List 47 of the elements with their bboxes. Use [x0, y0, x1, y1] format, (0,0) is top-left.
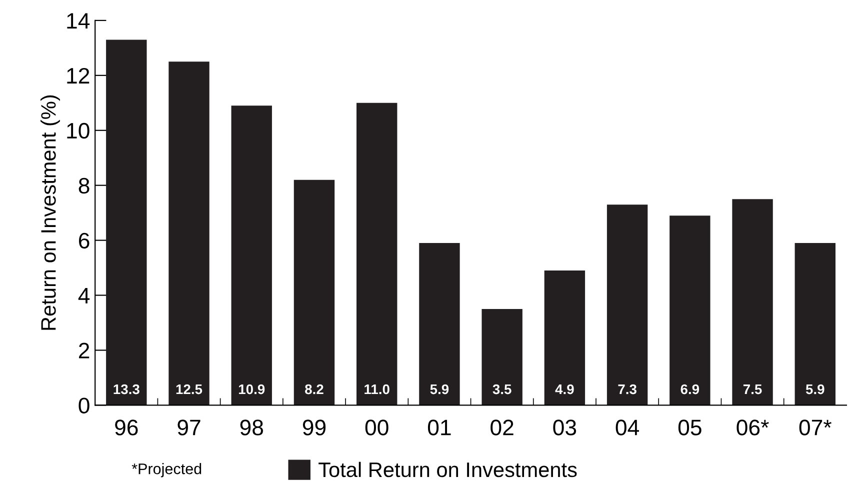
data-label: 7.5 — [743, 384, 762, 394]
y-tick-label: 2 — [78, 342, 90, 358]
bar — [544, 270, 586, 406]
data-label: 10.9 — [238, 384, 265, 394]
bar — [168, 62, 210, 406]
x-tick-label: 04 — [616, 420, 640, 436]
data-label: 13.3 — [114, 384, 140, 394]
x-tick-label: 06* — [736, 420, 769, 436]
data-label: 5.9 — [806, 384, 824, 394]
y-tick-label: 4 — [78, 288, 90, 304]
y-axis-title: Return on Investment (%) — [40, 95, 60, 330]
data-label: 11.0 — [364, 384, 390, 394]
bar — [294, 180, 335, 406]
x-tick-label: 05 — [678, 420, 702, 436]
legend-label: Total Return on Investments — [318, 462, 577, 478]
y-tick-label: 14 — [67, 13, 90, 29]
y-tick-label: 10 — [67, 122, 90, 139]
bar — [670, 216, 710, 406]
x-tick-label: 03 — [553, 420, 576, 436]
x-tick-label: 98 — [240, 420, 264, 436]
bar — [356, 102, 398, 406]
bar — [419, 243, 460, 406]
y-tick-label: 6 — [79, 232, 90, 249]
x-tick-label: 01 — [428, 420, 451, 436]
bar — [106, 40, 147, 406]
x-tick-label: 96 — [115, 420, 138, 436]
text: *Projected — [132, 463, 202, 478]
y-tick-label: 12 — [67, 68, 90, 84]
x-tick-label: 00 — [365, 420, 388, 436]
x-tick-label: 99 — [302, 420, 326, 436]
bar — [482, 309, 522, 406]
data-label: 3.5 — [492, 384, 512, 394]
data-label: 4.9 — [555, 384, 574, 394]
data-label: 5.9 — [430, 384, 449, 394]
bar — [606, 204, 648, 406]
data-label: 8.2 — [305, 384, 324, 394]
data-label: 6.9 — [680, 384, 700, 394]
x-tick-label: 02 — [490, 420, 514, 436]
x-tick-label: 07* — [799, 420, 832, 436]
bar — [732, 199, 773, 406]
bar — [794, 243, 836, 406]
x-tick-label: 97 — [178, 420, 200, 436]
bar — [231, 106, 272, 406]
y-tick-label: 0 — [78, 398, 90, 414]
data-label: 7.3 — [618, 384, 636, 394]
data-label: 12.5 — [176, 384, 202, 394]
y-tick-label: 8 — [78, 178, 90, 194]
